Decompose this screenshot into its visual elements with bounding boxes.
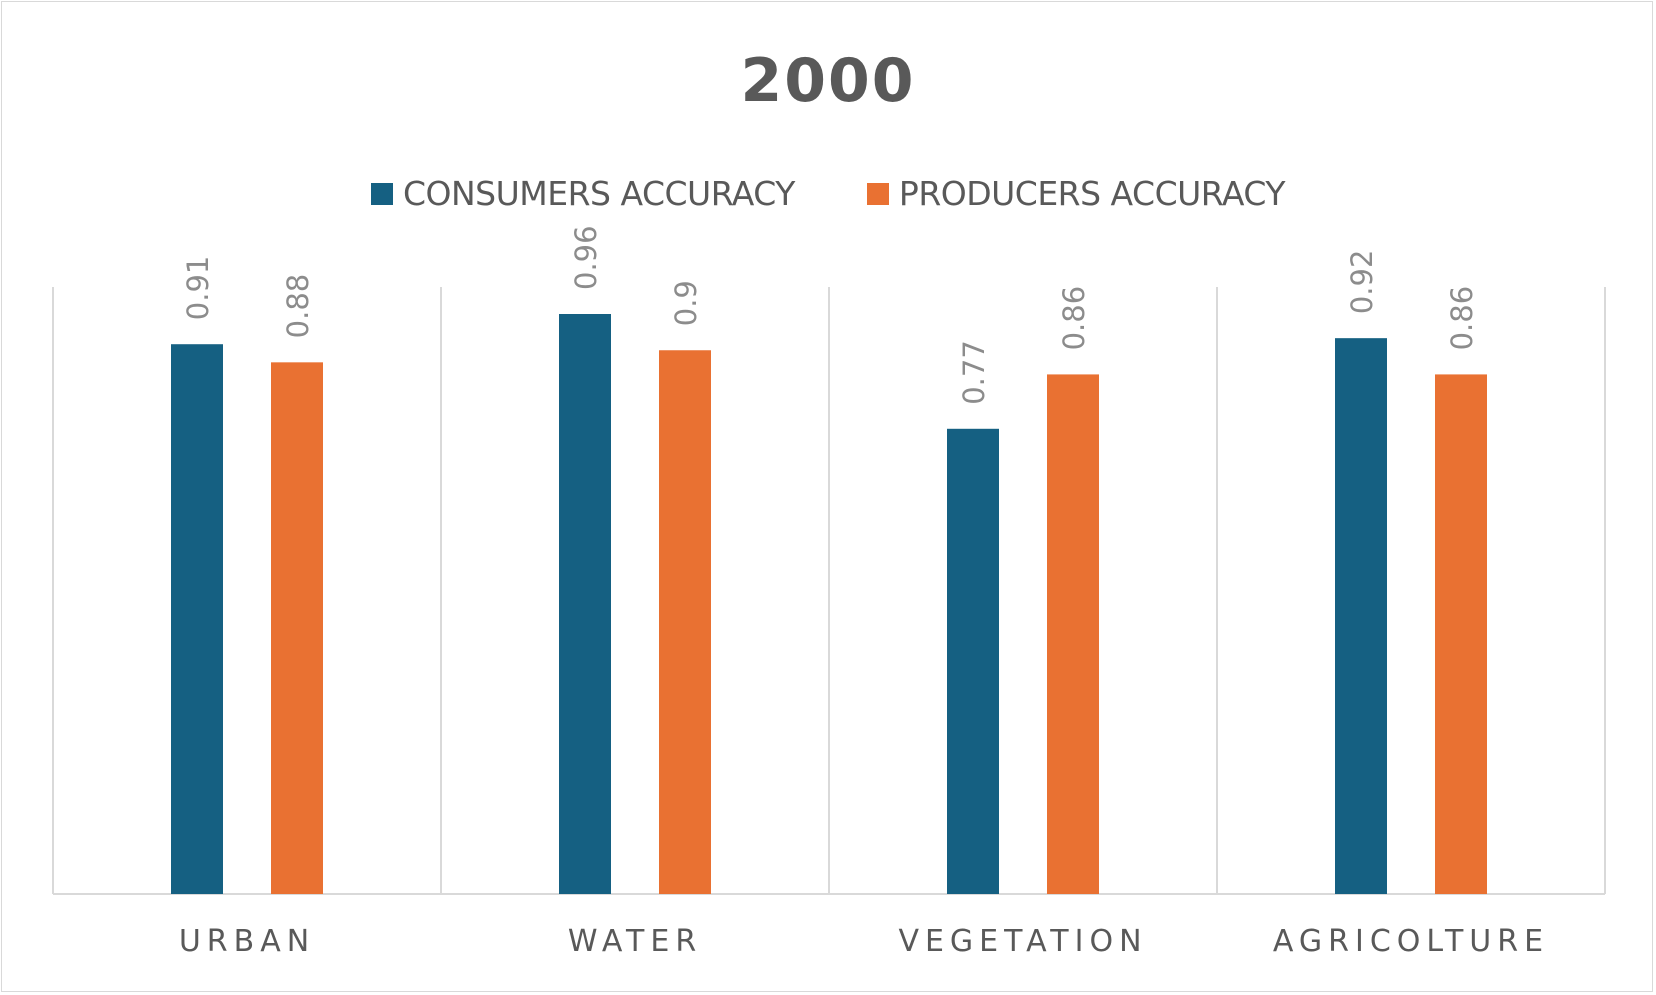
data-label-consumers-vegetation: 0.77 bbox=[957, 340, 991, 405]
legend-item-producers: PRODUCERS ACCURACY bbox=[866, 174, 1286, 213]
x-tick-label-agricolture: AGRICOLTURE bbox=[1273, 924, 1549, 959]
data-label-consumers-urban: 0.91 bbox=[181, 256, 215, 321]
x-tick-label-urban: URBAN bbox=[179, 924, 315, 959]
legend-label-producers: PRODUCERS ACCURACY bbox=[898, 174, 1286, 213]
bar-consumers-agricolture bbox=[1335, 338, 1387, 895]
data-label-producers-vegetation: 0.86 bbox=[1057, 286, 1091, 351]
bar-producers-urban bbox=[271, 362, 323, 894]
bar-consumers-water bbox=[559, 314, 611, 894]
legend: CONSUMERS ACCURACY PRODUCERS ACCURACY bbox=[0, 174, 1656, 213]
legend-item-consumers: CONSUMERS ACCURACY bbox=[370, 174, 795, 213]
legend-swatch-consumers bbox=[370, 182, 393, 205]
x-tick-label-vegetation: VEGETATION bbox=[898, 924, 1147, 959]
x-tick-label-water: WATER bbox=[568, 924, 702, 959]
bar-producers-water bbox=[659, 350, 711, 894]
chart-title: 2000 bbox=[740, 46, 916, 116]
data-label-consumers-water: 0.96 bbox=[569, 225, 603, 290]
legend-label-consumers: CONSUMERS ACCURACY bbox=[402, 174, 795, 213]
bar-producers-vegetation bbox=[1047, 374, 1099, 895]
data-label-producers-urban: 0.88 bbox=[281, 274, 315, 339]
bar-producers-agricolture bbox=[1435, 374, 1487, 895]
bar-consumers-vegetation bbox=[947, 428, 999, 894]
data-label-producers-water: 0.9 bbox=[669, 280, 703, 326]
legend-swatch-producers bbox=[866, 182, 889, 205]
bar-consumers-urban bbox=[171, 344, 223, 894]
data-label-producers-agricolture: 0.86 bbox=[1445, 286, 1479, 351]
data-label-consumers-agricolture: 0.92 bbox=[1345, 250, 1379, 315]
